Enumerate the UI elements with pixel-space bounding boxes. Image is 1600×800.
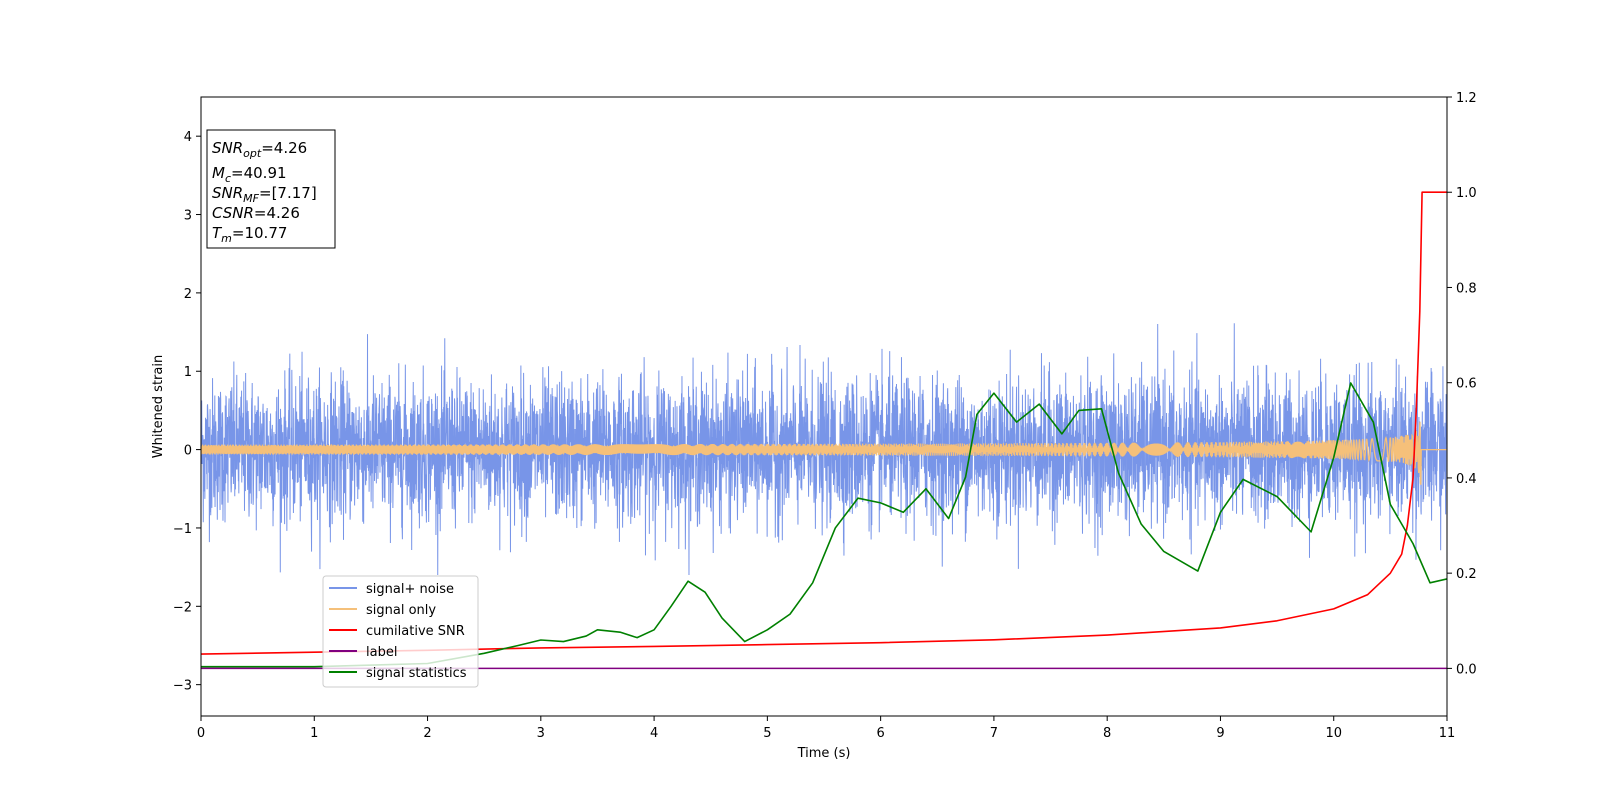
x-tick-label: 11 (1439, 726, 1456, 741)
series-cumilative-snr (201, 191, 1447, 655)
legend-frame (322, 575, 479, 688)
legend-item: signal only (329, 603, 436, 618)
legend-label: signal statistics (366, 666, 467, 681)
x-tick-label: 8 (1103, 726, 1111, 741)
x-axis-label: Time (s) (797, 746, 851, 761)
tm-sub: m (221, 232, 232, 245)
csnr-text: CSNR=4.26 (212, 204, 300, 222)
tm-text: Tm=10.77 (212, 224, 287, 245)
x-tick-label: 5 (763, 726, 771, 741)
y2-tick-label: 0.2 (1456, 567, 1477, 582)
y2-tick-label: 1.2 (1456, 91, 1477, 106)
x-tick-label: 10 (1325, 726, 1342, 741)
axes: 0 1 2 3 4 5 6 7 8 9 10 11 −3 −2 −1 0 1 2 3 4 0.0 0.2 0.4 0.6 0.8… (151, 91, 1477, 761)
tm-base: T (212, 224, 223, 242)
snr-mf-base: SNR (212, 184, 243, 202)
y-axis-label: Whitened strain (151, 355, 166, 458)
legend-item: label (329, 645, 397, 660)
x-tick-label: 6 (876, 726, 884, 741)
mc-text: Mc=40.91 (212, 164, 287, 185)
legend-label: cumilative SNR (366, 624, 465, 639)
y2-tick-label: 0.6 (1456, 377, 1477, 392)
y2-tick-label: 0.0 (1456, 662, 1477, 677)
mc-value: =40.91 (231, 164, 287, 182)
info-box-frame (206, 129, 336, 249)
y-tick-label: 3 (184, 209, 192, 224)
y2-tick-label: 0.8 (1456, 281, 1477, 296)
y-tick-label: 4 (184, 130, 192, 145)
x-tick-label: 7 (990, 726, 998, 741)
y2-tick-label: 0.4 (1456, 472, 1477, 487)
legend-item: cumilative SNR (329, 624, 465, 639)
snr-mf-value: =[7.17] (259, 184, 317, 202)
legend: signal+ noise signal only cumilative SNR la… (322, 575, 479, 688)
csnr-value: =4.26 (254, 204, 300, 222)
y-tick-label: 1 (184, 365, 192, 380)
y-tick-label: −1 (173, 522, 192, 537)
legend-label: label (366, 645, 397, 660)
info-box: SNRopt=4.26 Mc=40.91 SNRMF=[7.17] CSNR=4… (206, 129, 336, 249)
x-tick-label: 0 (197, 726, 205, 741)
legend-label: signal only (366, 603, 436, 618)
x-tick-label: 4 (650, 726, 658, 741)
legend-label: signal+ noise (366, 582, 454, 597)
tm-value: =10.77 (232, 224, 288, 242)
csnr-base: CSNR (212, 204, 254, 222)
snr-opt-base: SNR (212, 139, 243, 157)
snr-mf-sub: MF (243, 192, 259, 205)
snr-opt-sub: opt (243, 147, 262, 160)
y-tick-label: 0 (184, 444, 192, 459)
y-tick-label: −3 (173, 679, 192, 694)
y-tick-label: −2 (173, 600, 192, 615)
y2-tick-label: 1.0 (1456, 186, 1477, 201)
series-signal-statistics (201, 382, 1447, 668)
x-tick-label: 2 (423, 726, 431, 741)
mc-base: M (212, 164, 225, 182)
legend-item: signal+ noise (329, 582, 454, 597)
mc-sub: c (225, 172, 231, 185)
snr-mf-text: SNRMF=[7.17] (212, 184, 317, 205)
snr-opt-value: =4.26 (261, 139, 307, 157)
x-tick-label: 3 (537, 726, 545, 741)
y-tick-label: 2 (184, 287, 192, 302)
x-tick-label: 9 (1216, 726, 1224, 741)
series-signal-only (201, 421, 1447, 485)
axes-frame (200, 96, 1448, 717)
legend-item: signal statistics (329, 666, 467, 681)
x-tick-label: 1 (310, 726, 318, 741)
snr-opt-text: SNRopt=4.26 (212, 139, 307, 160)
